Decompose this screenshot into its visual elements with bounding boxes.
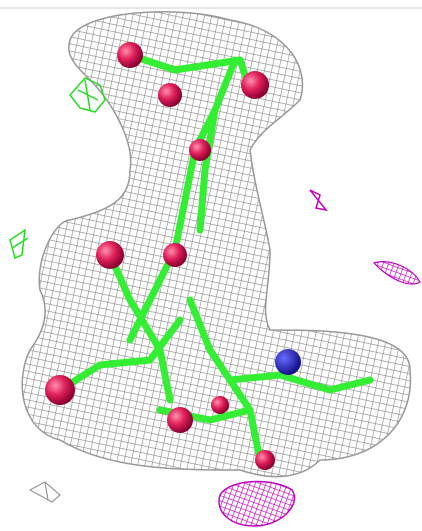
gray-mesh-fragment — [28, 481, 61, 503]
magenta-mesh — [372, 261, 421, 285]
nitrogen-atom — [275, 349, 301, 375]
green-mesh — [9, 228, 29, 260]
magenta-mesh — [309, 189, 328, 212]
oxygen-atoms — [45, 42, 275, 470]
green-mesh — [69, 77, 106, 113]
magenta-mesh — [218, 480, 295, 527]
